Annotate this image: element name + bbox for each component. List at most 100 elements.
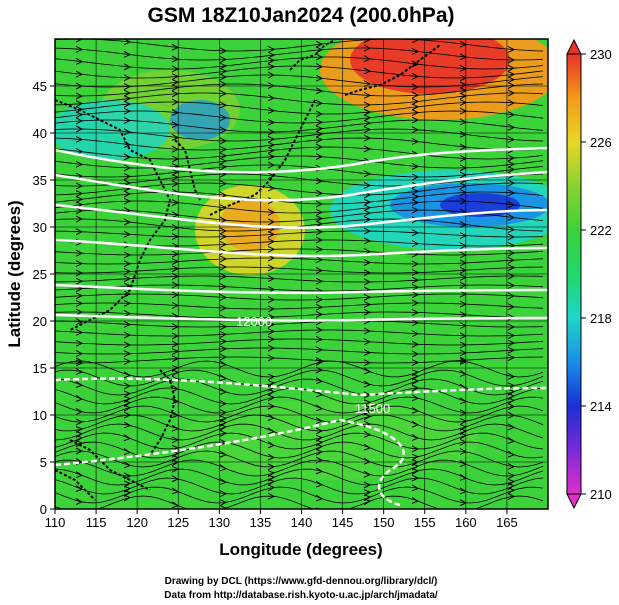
y-axis-ticks: 0 5 10 15 20 25 30 35 40 45: [33, 79, 55, 517]
streamline-arrowhead: [315, 326, 324, 334]
colorbar-tick-label: 230: [590, 47, 612, 62]
streamline-arrowhead: [459, 259, 468, 267]
streamline-arrowhead: [411, 463, 420, 471]
streamline-arrowhead: [363, 181, 372, 189]
streamline: [55, 450, 544, 468]
streamline-arrowhead: [459, 409, 468, 417]
streamline-arrowhead: [411, 276, 420, 284]
coastline-sakhalin: [289, 39, 336, 71]
colorbar-tick-label: 222: [590, 223, 612, 238]
streamline-arrowhead: [75, 498, 84, 505]
streamline: [55, 164, 544, 178]
streamline-arrowhead: [459, 232, 468, 239]
streamline-arrowhead: [459, 300, 468, 308]
streamline-arrowhead: [267, 394, 276, 402]
streamline-arrowhead: [315, 427, 324, 435]
streamline-arrowhead: [171, 233, 180, 241]
streamline-arrowhead: [123, 310, 132, 317]
streamline-arrowhead: [219, 478, 228, 486]
streamline-arrowhead: [219, 353, 228, 361]
streamline-arrowhead: [363, 80, 372, 88]
streamline-arrowhead: [315, 245, 324, 253]
coastline-china: [55, 99, 172, 331]
coastline-southwest: [55, 469, 96, 501]
streamline-arrowhead: [363, 216, 372, 224]
x-tick-label: 155: [414, 515, 436, 530]
streamline-arrowhead: [459, 107, 468, 115]
streamline: [55, 477, 544, 495]
streamline-arrowhead: [459, 81, 468, 89]
streamline-arrowhead: [123, 173, 132, 180]
streamline-arrowhead: [507, 332, 516, 339]
streamline-arrowhead: [411, 350, 420, 358]
streamline-arrowhead: [411, 340, 420, 348]
streamline: [55, 155, 544, 169]
streamline-arrowhead: [459, 266, 468, 274]
streamline-arrowhead: [507, 372, 516, 380]
warm-core-northeast: [350, 39, 510, 94]
streamline-arrowhead: [411, 467, 420, 475]
streamline-arrowhead: [76, 508, 78, 509]
streamline: [55, 47, 544, 61]
streamline-arrowhead: [171, 301, 180, 309]
contour-label-12000: 12000: [236, 314, 272, 329]
streamline-arrowhead: [219, 152, 228, 160]
streamline: [55, 209, 544, 223]
streamline-arrowhead: [507, 272, 516, 280]
streamline-arrowhead: [219, 293, 228, 301]
streamline-arrowhead: [267, 141, 276, 149]
streamline-arrowhead: [171, 501, 180, 509]
streamline-arrowhead: [459, 499, 468, 507]
streamline-arrowhead: [171, 224, 180, 231]
streamline-arrowhead: [459, 358, 468, 365]
streamline-arrowhead: [219, 388, 228, 395]
streamline-arrowhead: [75, 394, 84, 402]
streamline-arrowhead: [75, 407, 84, 415]
streamline-arrowhead: [75, 260, 84, 268]
streamline-arrowhead: [219, 62, 228, 70]
streamline-arrowhead: [315, 303, 324, 311]
streamline: [55, 369, 544, 387]
streamline-arrowhead: [123, 260, 132, 268]
streamline-arrowhead: [411, 39, 420, 44]
streamline-arrowhead: [267, 128, 276, 136]
streamline: [55, 92, 544, 106]
streamline-arrowhead: [507, 71, 516, 78]
cool-patch-north: [170, 100, 230, 140]
streamline-arrowhead: [267, 313, 276, 321]
streamline-arrowhead: [75, 190, 84, 198]
streamline-arrowhead: [171, 199, 180, 206]
streamline-arrowhead: [171, 174, 180, 182]
streamline-arrowhead: [123, 494, 132, 502]
streamline: [55, 248, 544, 256]
streamline-arrowhead: [123, 448, 132, 456]
streamline-arrowhead: [123, 421, 132, 429]
streamline-arrowhead: [75, 435, 84, 442]
streamline-arrowhead: [363, 443, 372, 451]
streamline-arrowhead: [123, 290, 132, 298]
y-tick-label: 25: [33, 267, 47, 282]
streamline-arrowhead: [411, 283, 420, 291]
streamline-arrowhead: [459, 290, 468, 298]
streamline-arrowhead: [315, 74, 324, 82]
streamline-arrowhead: [171, 155, 180, 163]
streamline-arrowhead: [459, 182, 468, 190]
streamline-arrowhead: [315, 277, 324, 285]
streamline: [55, 360, 544, 378]
streamline-arrowhead: [75, 318, 84, 326]
streamline-arrowhead: [219, 90, 228, 97]
streamline-arrowhead: [315, 494, 324, 502]
streamline-arrowhead: [363, 198, 372, 206]
streamline: [55, 432, 544, 450]
streamline-arrowhead: [363, 359, 372, 367]
streamline-arrowhead: [363, 114, 372, 122]
streamline-arrowhead: [363, 91, 372, 99]
streamline-arrowhead: [459, 130, 468, 138]
streamline-arrowhead: [267, 344, 276, 352]
streamline-arrowhead: [171, 465, 180, 473]
streamline: [55, 468, 544, 486]
streamline-arrowhead: [219, 409, 228, 417]
colorbar-tick-label: 214: [590, 399, 612, 414]
streamline-arrowhead: [123, 404, 132, 412]
